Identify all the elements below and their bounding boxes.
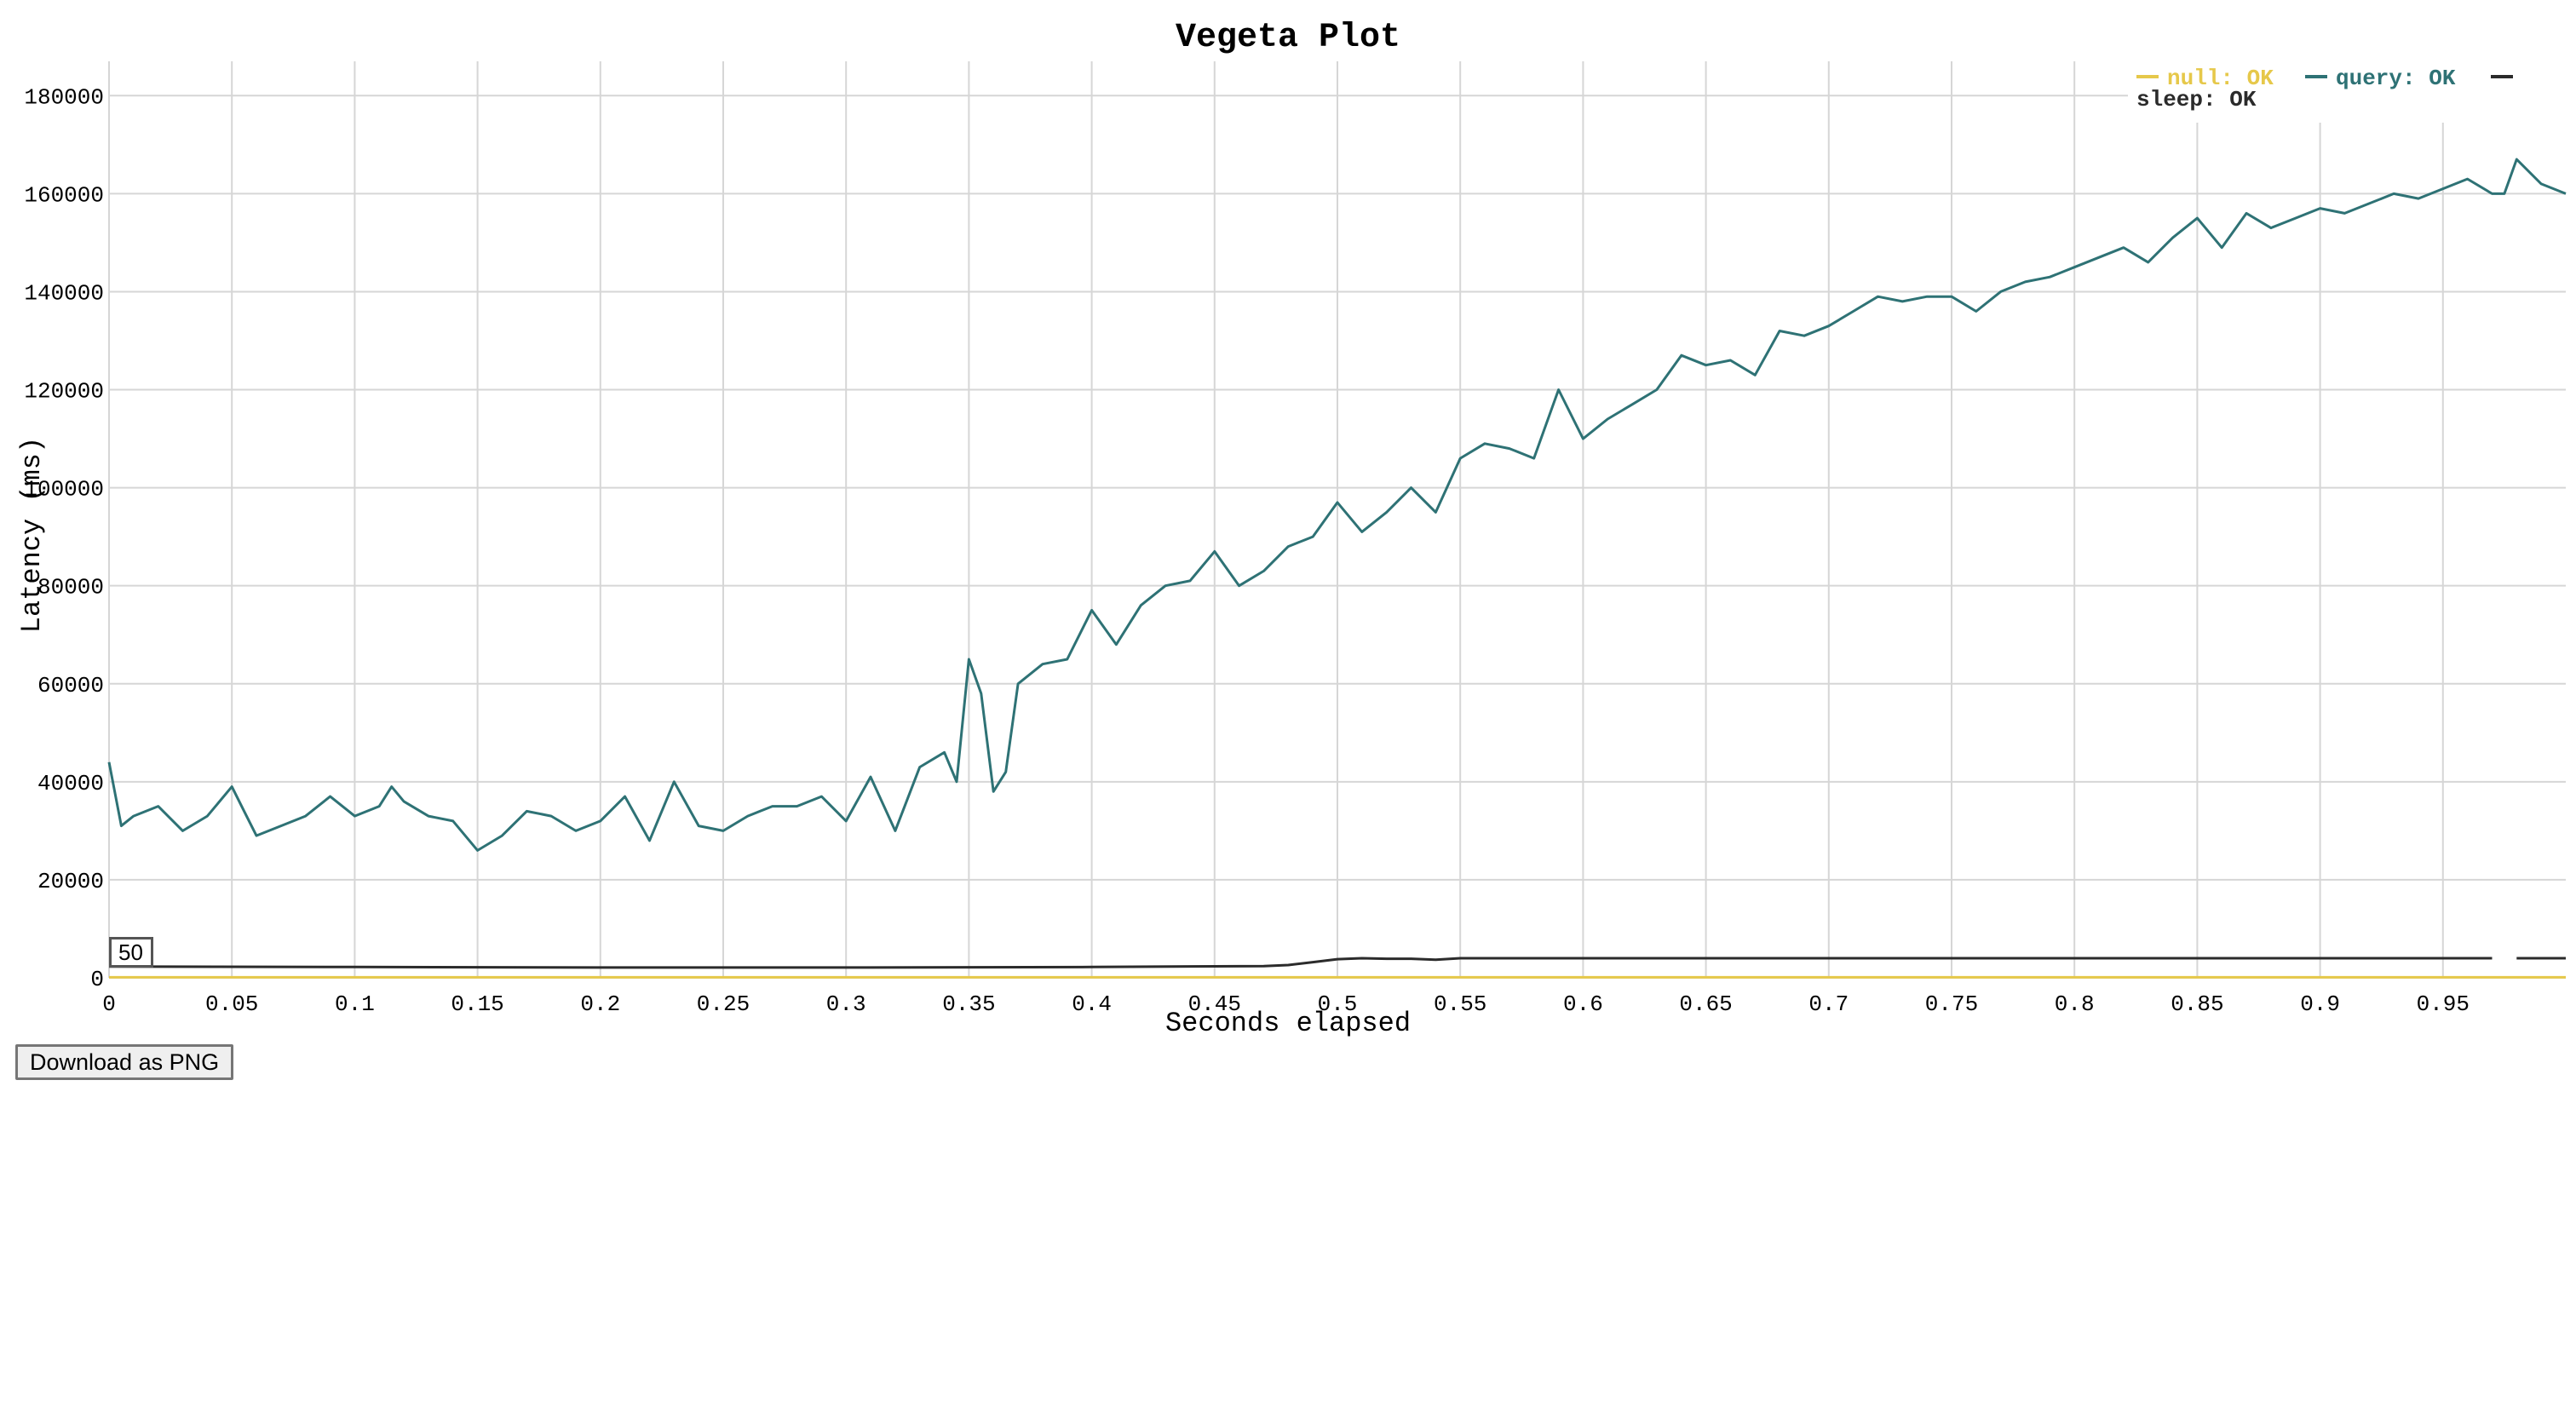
chart-title: Vegeta Plot (1176, 19, 1400, 57)
x-tick-label: 0.25 (697, 991, 750, 1017)
axes: 0 0.05 0.1 0.15 0.2 0.25 0.3 0.35 0.4 0.45 0.5 0.55… (24, 84, 2470, 1017)
x-tick-label: 0.6 (1563, 991, 1603, 1017)
x-axis-title: Seconds elapsed (1165, 1008, 1411, 1039)
download-png-button[interactable]: Download as PNG (15, 1044, 234, 1080)
y-tick-label: 160000 (24, 182, 104, 208)
x-tick-label: 0.1 (335, 991, 375, 1017)
x-tick-label: 0.55 (1434, 991, 1486, 1017)
x-tick-label: 0.5 (1318, 991, 1358, 1017)
x-tick-label: 0.95 (2417, 991, 2470, 1017)
series-lines (107, 158, 2567, 979)
y-tick-label: 20000 (37, 869, 104, 894)
x-tick-label: 0.85 (2171, 991, 2223, 1017)
series-line (108, 957, 2566, 969)
legend: null: OK query: OK sleep: OK (2128, 61, 2566, 123)
x-tick-label: 0.75 (1925, 991, 1978, 1017)
x-tick-label: 0.9 (2300, 991, 2340, 1017)
legend-label: sleep: OK (2136, 87, 2257, 112)
x-tick-label: 0.7 (1808, 991, 1849, 1017)
y-tick-label: 140000 (24, 280, 104, 306)
x-tick-label: 0.3 (826, 991, 866, 1017)
x-tick-label: 0.4 (1072, 991, 1112, 1017)
x-tick-label: 0.05 (205, 991, 258, 1017)
legend-background (2128, 61, 2566, 123)
y-tick-label: 60000 (37, 673, 104, 698)
y-tick-label: 180000 (24, 84, 104, 110)
legend-label: query: OK (2336, 66, 2456, 91)
x-tick-label: 0 (102, 991, 116, 1017)
x-tick-label: 0.65 (1679, 991, 1732, 1017)
y-tick-label: 120000 (24, 379, 104, 405)
x-tick-label: 0.8 (2055, 991, 2095, 1017)
y-tick-label: 0 (90, 967, 104, 992)
y-tick-label: 80000 (37, 575, 104, 600)
series-line (107, 158, 2567, 852)
x-tick-label: 0.35 (942, 991, 995, 1017)
grid-lines (108, 61, 2566, 979)
legend-label: null: OK (2167, 66, 2274, 91)
y-tick-label: 100000 (24, 477, 104, 503)
x-tick-label: 0.45 (1188, 991, 1241, 1017)
y-tick-label: 40000 (37, 771, 104, 796)
x-tick-label: 0.2 (580, 991, 620, 1017)
y-axis-title: Latency (ms) (16, 437, 48, 633)
x-tick-label: 0.15 (451, 991, 503, 1017)
rolling-period-input[interactable]: 50 (109, 937, 153, 968)
